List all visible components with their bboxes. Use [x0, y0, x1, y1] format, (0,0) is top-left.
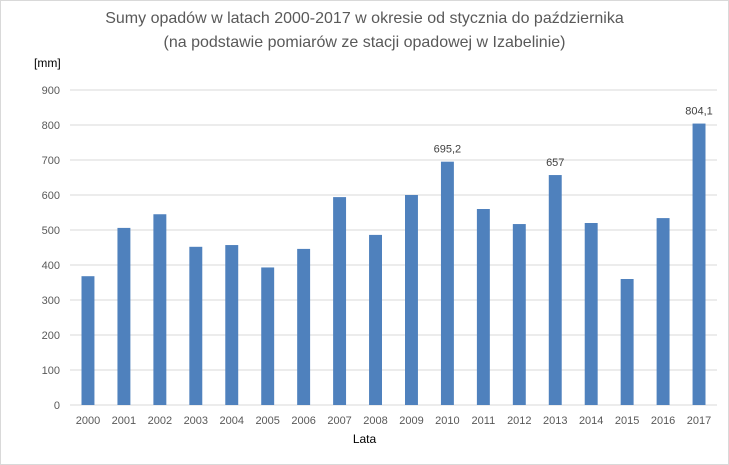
x-tick-label: 2013 [543, 415, 567, 427]
x-tick-label: 2011 [472, 415, 496, 427]
data-label-2010: 695,2 [434, 144, 462, 156]
x-tick-label: 2008 [363, 415, 387, 427]
x-tick-label: 2010 [435, 415, 459, 427]
y-tick-label: 0 [54, 400, 60, 412]
x-tick-label: 2017 [687, 415, 711, 427]
x-tick-label: 2014 [579, 415, 603, 427]
x-tick-label: 2001 [112, 415, 136, 427]
x-tick-label: 2015 [615, 415, 639, 427]
x-tick-label: 2016 [651, 415, 675, 427]
y-tick-label: 100 [42, 365, 60, 377]
y-tick-label: 800 [42, 120, 60, 132]
data-label-2017: 804,1 [685, 106, 713, 118]
chart-subtitle: (na podstawie pomiarów ze stacji opadowe… [163, 34, 566, 51]
bar-2011 [476, 209, 490, 405]
x-tick-label: 2012 [507, 415, 531, 427]
x-tick-label: 2009 [399, 415, 423, 427]
bar-2008 [369, 234, 382, 405]
bar-2006 [297, 248, 311, 405]
x-tick-label: 2007 [327, 415, 351, 427]
y-tick-label: 400 [42, 260, 60, 272]
x-tick-label: 2000 [76, 415, 100, 427]
y-axis-label: [mm] [34, 56, 61, 70]
bar-2001 [117, 227, 131, 405]
bar-2010 [440, 161, 454, 405]
bar-2015 [620, 279, 634, 405]
y-tick-label: 500 [42, 225, 60, 237]
x-tick-label: 2003 [184, 415, 208, 427]
bar-2003 [189, 246, 203, 405]
bar-2014 [584, 223, 598, 405]
y-tick-label: 600 [42, 190, 60, 202]
y-tick-label: 300 [42, 295, 60, 307]
bar-2012 [512, 224, 526, 405]
y-tick-label: 200 [42, 330, 60, 342]
bar-2002 [153, 214, 167, 405]
bar-2013 [548, 175, 562, 405]
bar-2009 [405, 195, 418, 405]
chart-title: Sumy opadów w latach 2000-2017 w okresie… [105, 10, 624, 27]
x-tick-label: 2004 [220, 415, 244, 427]
data-label-2013: 657 [546, 157, 564, 169]
bar-2005 [261, 267, 275, 405]
x-axis-label: Lata [352, 432, 377, 446]
x-tick-label: 2005 [255, 415, 279, 427]
bar-2016 [656, 218, 670, 405]
x-tick-label: 2006 [291, 415, 315, 427]
x-tick-label: 2002 [148, 415, 172, 427]
bar-2000 [81, 276, 95, 405]
bar-2017 [692, 123, 706, 405]
y-tick-label: 900 [42, 85, 60, 97]
y-tick-label: 700 [42, 155, 60, 167]
bar-2007 [333, 197, 347, 405]
bar-2004 [225, 245, 239, 405]
